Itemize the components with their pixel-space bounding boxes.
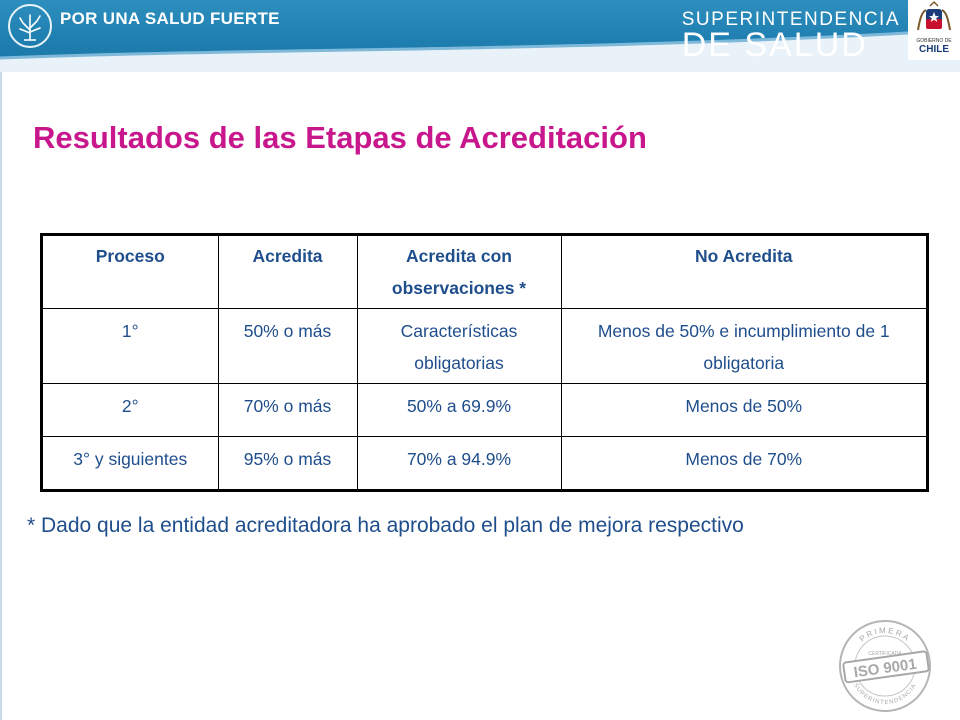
seal-text: CHILE	[919, 44, 949, 55]
header-no-acredita: No Acredita	[560, 236, 926, 309]
superintendencia-logo: SUPERINTENDENCIA DE SALUD	[681, 9, 900, 64]
header-acredita: Acredita	[217, 236, 357, 309]
brand-line-1: SUPERINTENDENCIA	[681, 9, 900, 30]
seal-subtext: GOBIERNO DE	[916, 38, 952, 44]
header-band: POR UNA SALUD FUERTE SUPERINTENDENCIA DE…	[0, 0, 960, 72]
slide-title: Resultados de las Etapas de Acreditación	[33, 120, 647, 155]
gobierno-chile-seal: GOBIERNO DE CHILE	[908, 0, 960, 60]
coat-of-arms-icon	[917, 0, 951, 31]
iso-mid-text: CERTIFICADA	[868, 651, 902, 657]
header-slogan: POR UNA SALUD FUERTE	[60, 9, 280, 28]
iso-bottom-text: SUPERINTENDENCIA	[852, 683, 917, 706]
iso-9001-seal-icon: PRIMERA CERTIFICADA ISO 9001 SUPERINTEND…	[839, 620, 931, 712]
table-cell: Menos de 70%	[560, 436, 926, 489]
table-row: 3° y siguientes 95% o más 70% a 94.9% Me…	[43, 436, 926, 489]
header-wave	[0, 28, 960, 72]
table-footnote: * Dado que la entidad acreditadora ha ap…	[27, 514, 744, 537]
brand-line-2: DE SALUD	[681, 26, 868, 64]
table-cell: Menos de 50% e incumplimiento de 1 oblig…	[560, 308, 926, 384]
table-cell: 50% o más	[217, 308, 357, 384]
table-cell: 70% o más	[217, 383, 357, 437]
left-edge-line	[0, 60, 2, 720]
table-cell: 70% a 94.9%	[356, 436, 561, 489]
header-acredita-observaciones: Acredita con observaciones *	[356, 236, 561, 309]
table-cell: Características obligatorias	[356, 308, 561, 384]
header-proceso: Proceso	[95, 246, 165, 266]
svg-text:SUPERINTENDENCIA: SUPERINTENDENCIA	[852, 683, 918, 706]
table-cell: 3° y siguientes	[43, 436, 218, 489]
tree-logo-icon	[8, 4, 52, 48]
table-cell: 1°	[43, 308, 218, 384]
table-row: 1° 50% o más Características obligatoria…	[43, 308, 926, 384]
table-cell: 2°	[43, 383, 218, 437]
svg-text:PRIMERA: PRIMERA	[858, 626, 913, 644]
table-cell: 50% a 69.9%	[356, 383, 561, 437]
table-cell: 95% o más	[217, 436, 357, 489]
table-cell: Menos de 50%	[560, 383, 926, 437]
accreditation-table: Proceso Acredita Acredita con observacio…	[40, 233, 929, 492]
iso-top-text: PRIMERA	[858, 626, 911, 644]
table-header-row: Proceso Acredita Acredita con observacio…	[43, 236, 926, 309]
table-row: 2° 70% o más 50% a 69.9% Menos de 50%	[43, 383, 926, 437]
